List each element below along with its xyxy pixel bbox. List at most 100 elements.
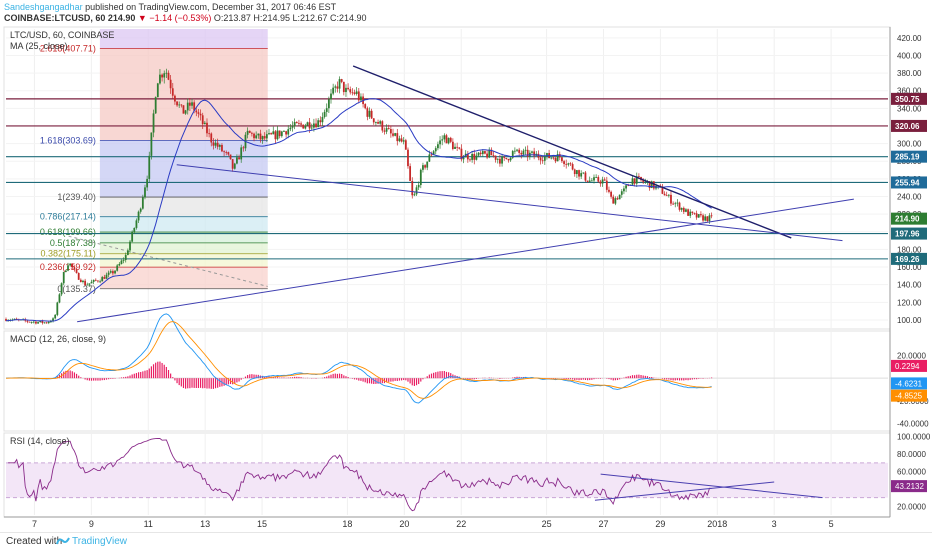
macd-badge-label: -4.8525 [895,392,923,401]
x-tick-label: 13 [200,519,210,529]
candle-body [75,269,78,273]
chart-header: Sandeshgangadhar published on TradingVie… [4,2,604,24]
candle-body [159,74,161,84]
candle-body [99,281,101,283]
candle-body [67,265,69,271]
tradingview-brand-link[interactable]: TradingView [72,536,128,547]
fib-zone [99,253,268,268]
candle-body [466,153,469,160]
candle-body [477,152,480,156]
candle-body [571,164,574,170]
price-tick-label: 140.00 [897,281,922,290]
candle-body [375,122,377,123]
candle-body [64,270,67,272]
candle-body [554,158,557,162]
candle-body [580,173,583,177]
candle-body [407,149,409,167]
candle-body [203,122,206,125]
candle-body [248,130,251,133]
candle-body [265,134,268,139]
candle-body [317,120,320,128]
candle-body [268,133,270,135]
candle-body [417,185,420,188]
candle-body [270,133,273,135]
candle-body [135,220,138,228]
fib-zone [99,29,268,49]
candle-body [321,117,324,123]
candle-body [419,169,422,186]
candle-body [308,122,311,129]
candle-body [413,194,416,196]
candle-body [667,194,670,196]
candle-body [345,87,347,93]
candle-body [139,208,142,212]
candle-body [445,135,448,144]
candle-body [214,142,217,146]
candle-body [689,211,692,216]
candle-body [15,318,18,320]
candle-body [672,203,675,205]
ma-label: MA (25, close) [10,41,68,51]
candle-body [101,277,104,282]
candle-body [208,133,211,135]
fibonacci-retracement: 2.618(407.71) 1.618(303.69) 1(239.40) 0.786… [40,29,268,294]
candle-body [458,147,461,149]
rsi-tick-label: 60.0000 [897,468,926,477]
candle-body [195,110,198,113]
candle-body [276,130,279,140]
candle-body [238,157,240,160]
rsi-tick-label: 20.0000 [897,502,926,511]
candle-body [45,322,48,324]
candle-body [137,211,140,221]
macd-badge-label: -4.6231 [895,379,923,388]
candle-body [556,154,559,162]
candle-body [165,72,168,74]
candle-body [569,163,572,165]
candle-body [295,122,298,124]
candle-body [180,104,183,106]
macd-badge [891,359,927,372]
candle-body [52,318,54,322]
candle-body [315,123,317,128]
candle-body [409,166,412,181]
rsi-badge [891,480,927,493]
candle-body [682,207,685,212]
candle-body [563,161,565,164]
x-tick-label: 5 [829,519,834,529]
candle-body [163,73,166,78]
price-badge-label: 197.96 [895,230,920,239]
candle-body [614,198,617,204]
price-badge [891,227,927,240]
candle-body [210,133,213,143]
candle-body [293,122,296,127]
price-badge [891,212,927,225]
macd-panel [3,330,891,432]
candle-body [605,180,608,190]
candle-body [400,138,403,142]
candle-body [539,157,542,161]
candle-body [665,195,668,197]
candle-body [332,87,335,94]
fib-zone [99,232,268,243]
candle-body [441,139,444,141]
macd-tick-label: 20.0000 [897,352,926,361]
candle-body [261,136,264,140]
candle-body [216,142,219,147]
candle-body [167,72,170,80]
price-badge-label: 255.94 [895,178,920,187]
candle-body [456,146,459,148]
rsi-panel-title: RSI (14, close) [10,436,70,446]
candle-body [422,165,424,170]
candle-body [492,155,495,157]
candle-body [691,211,694,213]
candle-body [381,121,384,131]
candle-body [638,176,640,178]
chart-canvas[interactable]: 2.618(407.71) 1.618(303.69) 1(239.40) 0.786… [0,24,932,532]
trend-lines [77,65,854,323]
fib-zone [99,216,268,233]
author-link[interactable]: Sandeshgangadhar [4,2,83,12]
candle-body [105,274,108,279]
candle-body [648,181,651,189]
candle-body [353,92,356,94]
candle-body [537,153,540,158]
